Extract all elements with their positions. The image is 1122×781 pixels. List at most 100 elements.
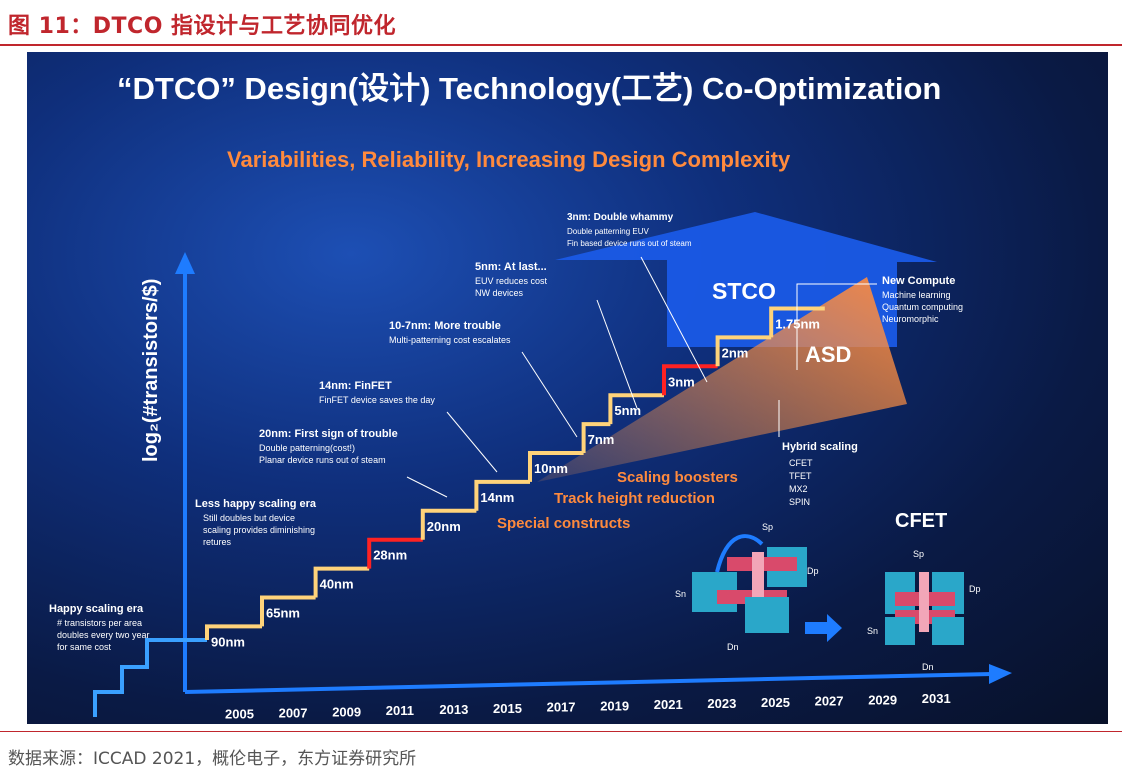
x-tick-label: 2023 <box>707 696 736 711</box>
x-tick-label: 2011 <box>386 703 414 718</box>
source-divider <box>0 731 1122 732</box>
x-tick-label: 2017 <box>547 700 576 715</box>
booster-track: Track height reduction <box>554 490 715 507</box>
era-title: 20nm: First sign of trouble <box>259 428 398 440</box>
era-callout: 3nm: Double whammy Double patterning EUV F… <box>567 212 692 248</box>
asd-label: ASD <box>805 342 851 367</box>
step-segment <box>313 566 370 598</box>
figure-title: 图 11：DTCO 指设计与工艺协同优化 <box>8 14 397 39</box>
cfet-label-sn: Sn <box>867 626 878 636</box>
node-label: 14nm <box>480 490 514 505</box>
era-line: # transistors per area <box>57 618 142 628</box>
era-callout: 10-7nm: More trouble Multi-patterning cos… <box>389 320 511 345</box>
era-callout: 20nm: First sign of trouble Double patter… <box>259 428 398 465</box>
callout-leader <box>796 283 877 370</box>
step-segment <box>769 306 825 338</box>
callout-leader <box>640 256 708 383</box>
x-tick-label: 2019 <box>600 698 629 713</box>
hybrid-item: TFET <box>789 471 812 481</box>
node-label: 28nm <box>373 548 407 563</box>
x-tick-label: 2027 <box>815 694 844 709</box>
era-title: New Compute <box>882 275 955 287</box>
asd-wedge <box>537 277 907 482</box>
step-segment <box>662 364 718 396</box>
era-line: Double patterning(cost!) <box>259 443 355 453</box>
era-title: Happy scaling era <box>49 603 144 615</box>
era-line: retures <box>203 537 232 547</box>
era-title: 10-7nm: More trouble <box>389 320 501 332</box>
x-tick-label: 2031 <box>922 691 951 706</box>
x-tick-label: 2013 <box>439 702 468 717</box>
chart-title: “DTCO” Design(设计) Technology(工艺) Co-Opti… <box>117 71 941 106</box>
y-axis-label: log₂(#transistors/$) <box>140 279 162 462</box>
x-tick-label: 2015 <box>493 701 522 716</box>
node-label: 5nm <box>614 403 641 418</box>
callout-leader <box>446 411 498 473</box>
era-callout: Less happy scaling era Still doubles but … <box>195 498 317 547</box>
x-tick-label: 2025 <box>761 695 790 710</box>
x-tick-label: 2021 <box>654 697 683 712</box>
booster-scaling: Scaling boosters <box>617 469 738 486</box>
node-label: 40nm <box>320 577 354 592</box>
x-tick-label: 2007 <box>279 706 308 721</box>
cfet-device-right: Sp Dp Sn Dn <box>867 549 981 672</box>
hybrid-title: Hybrid scaling <box>782 441 858 453</box>
step-segment <box>205 624 262 640</box>
era-line: Still doubles but device <box>203 513 295 523</box>
era-line: FinFET device saves the day <box>319 395 435 405</box>
era-line: Double patterning EUV <box>567 227 649 236</box>
x-tick-label: 2029 <box>868 692 897 707</box>
step-segment <box>581 422 611 453</box>
cfet-label-dn: Dn <box>922 662 934 672</box>
dtco-chart: “DTCO” Design(设计) Technology(工艺) Co-Opti… <box>49 71 1012 722</box>
figure-source: 数据来源：ICCAD 2021，概伦电子，东方证券研究所 <box>8 749 417 769</box>
era-title: Less happy scaling era <box>195 498 317 510</box>
chart-subtitle: Variabilities, Reliability, Increasing D… <box>227 147 791 172</box>
y-axis-arrow <box>175 252 195 274</box>
slide-photo: “DTCO” Design(设计) Technology(工艺) Co-Opti… <box>27 52 1108 724</box>
node-label: 2nm <box>722 345 749 360</box>
era-line: EUV reduces cost <box>475 276 548 286</box>
cfet-label-dp: Dp <box>807 566 819 576</box>
hybrid-item: CFET <box>789 458 813 468</box>
era-line: Multi-patterning cost escalates <box>389 335 511 345</box>
callout-leader <box>521 351 578 438</box>
era-line: Machine learning <box>882 290 951 300</box>
node-label: 20nm <box>427 519 461 534</box>
x-axis-arrow <box>989 664 1012 684</box>
era-line: doubles every two year <box>57 630 150 640</box>
hybrid-item: MX2 <box>789 484 808 494</box>
node-label: 65nm <box>266 606 300 621</box>
cfet-arrow <box>805 614 842 642</box>
node-label: 1.75nm <box>775 317 820 332</box>
node-label: 10nm <box>534 461 568 476</box>
cfet-device-left: Sp Dp Sn Dn <box>675 522 819 652</box>
era-title: 14nm: FinFET <box>319 380 392 392</box>
title-divider <box>0 44 1122 46</box>
stco-label: STCO <box>712 278 776 304</box>
era-title: 3nm: Double whammy <box>567 212 674 223</box>
step-segment <box>367 537 423 569</box>
step-segment <box>608 393 664 425</box>
step-segment <box>715 335 772 367</box>
step-segment <box>420 508 477 540</box>
x-axis <box>184 672 993 694</box>
x-tick-label: 2005 <box>225 707 254 722</box>
cfet-label-dn: Dn <box>727 642 739 652</box>
era-callout: Happy scaling era # transistors per area d… <box>49 603 150 652</box>
callout-leader <box>596 299 638 409</box>
era-line: Fin based device runs out of steam <box>567 239 692 248</box>
lead-steps <box>93 638 207 717</box>
node-label: 3nm <box>668 374 695 389</box>
era-line: NW devices <box>475 288 524 298</box>
era-line: Planar device runs out of steam <box>259 455 386 465</box>
era-line: Neuromorphic <box>882 314 939 324</box>
step-segment <box>260 595 316 627</box>
era-callout: 14nm: FinFET FinFET device saves the day <box>319 380 435 405</box>
era-callout: New Compute Machine learning Quantum compu… <box>882 275 963 324</box>
hybrid-item: SPIN <box>789 497 810 507</box>
cfet-label-sp: Sp <box>913 549 924 559</box>
step-segment <box>474 479 530 511</box>
node-label: 7nm <box>588 432 615 447</box>
era-line: Quantum computing <box>882 302 963 312</box>
